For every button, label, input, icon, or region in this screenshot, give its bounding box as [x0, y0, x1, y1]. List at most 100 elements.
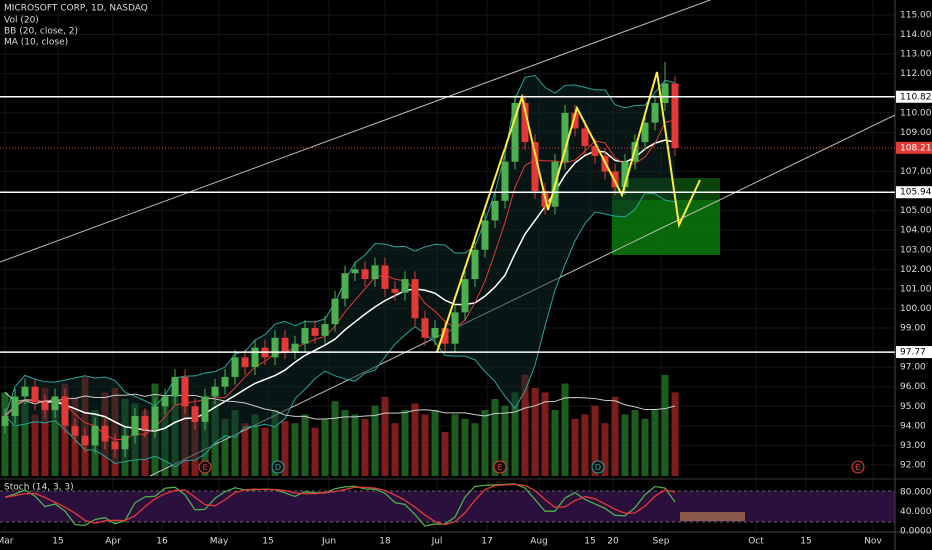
y-tick-label: 101.00 — [900, 284, 932, 294]
channel-upper — [0, 0, 711, 263]
candle-body — [281, 337, 289, 352]
volume-bar — [301, 414, 309, 476]
event-label: D — [595, 463, 601, 472]
volume-bar — [281, 421, 289, 476]
volume-bar — [501, 405, 509, 476]
volume-bar — [561, 383, 569, 476]
candle-body — [231, 357, 239, 377]
candle-body — [141, 416, 149, 430]
candle-body — [121, 435, 129, 450]
candle-body — [301, 328, 309, 344]
pattern-line — [436, 71, 701, 353]
x-tick-label: Jul — [431, 537, 443, 547]
x-tick-label: 17 — [481, 537, 492, 547]
volume-bar — [321, 418, 329, 476]
candle-body — [31, 386, 39, 403]
candle-body — [211, 386, 219, 397]
candle-body — [661, 83, 669, 104]
y-tick-label: 102.00 — [900, 265, 932, 275]
volume-bar — [271, 410, 279, 476]
event-marker — [198, 460, 212, 474]
candle-body — [531, 142, 539, 192]
x-tick-label: 20 — [607, 537, 619, 547]
ma-line — [4, 119, 676, 441]
level-label: 97.77 — [900, 348, 926, 358]
y-tick-label: 93.00 — [900, 441, 926, 451]
candle-body — [111, 441, 119, 450]
indicator-label: Vol (20) — [4, 16, 39, 26]
volume-bar — [51, 403, 59, 476]
stoch-band — [0, 491, 895, 522]
x-tick-label: Mar — [0, 537, 14, 547]
y-tick-label: 100.00 — [900, 304, 932, 314]
candle-body — [511, 103, 519, 162]
volume-bar — [411, 403, 419, 476]
stoch-tick-label: 80.0000 — [900, 488, 932, 498]
candle-body — [341, 273, 349, 299]
volume-bar — [41, 388, 49, 476]
candle-body — [161, 396, 169, 407]
stoch-title: Stoch (14, 3, 3) — [4, 483, 74, 493]
volume-bar — [441, 432, 449, 476]
candle-body — [421, 318, 429, 338]
y-tick-label: 99.00 — [900, 324, 926, 334]
level-label: 110.82 — [900, 92, 932, 102]
candle-body — [521, 103, 529, 143]
x-tick-label: Jun — [321, 537, 336, 547]
candle-body — [321, 324, 329, 336]
candle-body — [461, 279, 469, 313]
x-tick-label: 18 — [379, 537, 391, 547]
candle-body — [131, 416, 139, 436]
candle-body — [641, 122, 649, 143]
volume-bar — [671, 392, 679, 476]
volume-bar — [431, 410, 439, 476]
candle-body — [571, 112, 579, 129]
level-tag — [896, 346, 932, 359]
volume-bar — [481, 410, 489, 476]
x-tick-label: Oct — [748, 537, 764, 547]
last-price-tag — [896, 141, 932, 154]
volume-bar — [231, 410, 239, 476]
event-marker — [493, 460, 507, 474]
stoch-d — [4, 483, 676, 526]
x-tick-label: May — [210, 537, 229, 547]
candle-body — [171, 376, 179, 397]
x-tick-label: 15 — [262, 537, 273, 547]
candle-body — [411, 279, 419, 319]
candle-body — [431, 328, 439, 338]
candle-body — [21, 386, 29, 397]
volume-bar — [641, 418, 649, 476]
target-box — [612, 200, 720, 255]
volume-bar — [451, 414, 459, 476]
stoch-box — [680, 512, 745, 521]
candle-body — [491, 200, 499, 221]
volume-bar — [521, 374, 529, 476]
volume-bar — [31, 414, 39, 476]
event-label: E — [497, 463, 502, 472]
event-label: D — [275, 463, 281, 472]
candle-body — [561, 112, 569, 162]
candle-body — [91, 425, 99, 446]
y-tick-label: 92.00 — [900, 460, 926, 470]
volume-ma — [4, 392, 676, 420]
candle-body — [381, 265, 389, 289]
volume-bar — [491, 399, 499, 476]
volume-bar — [421, 414, 429, 476]
candle-body — [251, 347, 259, 368]
event-marker — [271, 460, 285, 474]
overlay: 110.82 105.94 97.77 108.21 E D E D E — [0, 90, 932, 527]
candle-body — [401, 279, 409, 293]
candle-body — [271, 337, 279, 358]
candle-body — [151, 406, 159, 430]
candle-body — [71, 425, 79, 436]
volume-bar — [331, 401, 339, 476]
y-tick-label: 113.00 — [900, 50, 932, 60]
bb-lower — [4, 192, 676, 468]
candle-body — [61, 396, 69, 426]
candle-body — [371, 265, 379, 280]
stoch-tick-label: 0.0000 — [900, 527, 932, 537]
indicator-label: MA (10, close) — [4, 38, 68, 48]
x-tick-label: 16 — [156, 537, 168, 547]
candles — [1, 61, 679, 458]
